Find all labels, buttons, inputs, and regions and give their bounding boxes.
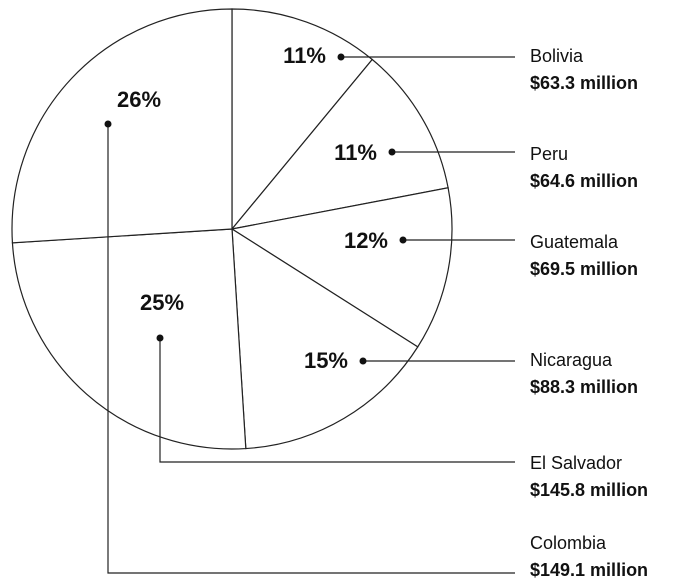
percent-label: 15% [304,348,348,373]
category-label: Nicaragua [530,350,613,370]
callout-line [107,124,515,574]
category-label: Colombia [530,533,607,553]
amount-label: $145.8 million [530,480,648,500]
category-label: Peru [530,144,568,164]
pie-slice [231,227,419,450]
percent-label: 12% [344,228,388,253]
callout-line [159,338,515,463]
pie-slice [11,228,247,450]
amount-label: $63.3 million [530,73,638,93]
percent-label: 11% [283,43,326,68]
callout-dot [359,357,367,365]
callout-dot [388,148,396,156]
pie-slice [11,8,233,244]
amount-label: $149.1 million [530,560,648,580]
percent-label: 26% [117,87,161,112]
callout-dot [104,120,112,128]
amount-label: $69.5 million [530,259,638,279]
callout-dot [337,53,345,61]
percent-label: 25% [140,290,184,315]
category-label: Bolivia [530,46,584,66]
category-label: El Salvador [530,453,622,473]
pie-slice [231,8,374,231]
category-label: Guatemala [530,232,619,252]
callout-dot [156,334,164,342]
amount-label: $64.6 million [530,171,638,191]
pie-slice [230,58,449,230]
pie-slice [230,187,453,348]
callout-dot [399,236,407,244]
percent-label: 11% [334,140,377,165]
amount-label: $88.3 million [530,377,638,397]
